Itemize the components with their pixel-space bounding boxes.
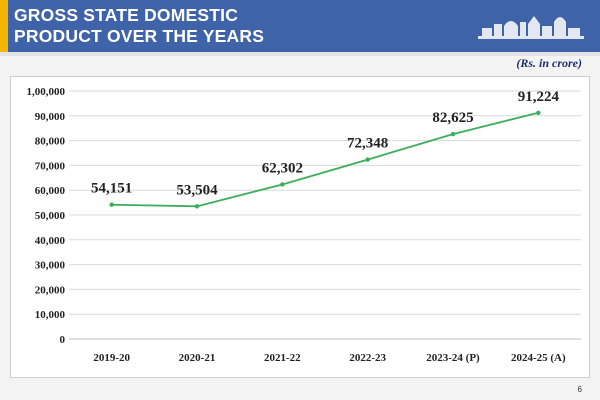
- data-label: 53,504: [176, 182, 218, 198]
- data-point: [109, 202, 114, 207]
- y-tick-label: 60,000: [35, 185, 66, 197]
- x-tick-label: 2022-23: [349, 352, 386, 364]
- x-tick-label: 2020-21: [179, 352, 216, 364]
- data-point: [450, 131, 456, 137]
- x-tick-label: 2023-24 (P): [426, 352, 480, 364]
- data-label: 62,302: [262, 160, 303, 176]
- data-point: [280, 182, 285, 187]
- data-point: [365, 157, 370, 162]
- slide-title-line-2: PRODUCT OVER THE YEARS: [14, 26, 265, 46]
- slide-header: GROSS STATE DOMESTIC PRODUCT OVER THE YE…: [0, 0, 600, 52]
- y-tick-label: 50,000: [35, 210, 66, 222]
- chart-frame: 0 10,000 20,000 30,000 40,000 50,000 60,000 70,…: [10, 76, 590, 378]
- data-label: 72,348: [347, 136, 388, 152]
- gsdp-line-chart: 0 10,000 20,000 30,000 40,000 50,000 60,000 70,…: [27, 86, 581, 364]
- y-tick-label: 20,000: [35, 284, 66, 296]
- unit-note: (Rs. in crore): [516, 56, 582, 70]
- slide-title-line-1: GROSS STATE DOMESTIC: [14, 5, 239, 25]
- y-tick-label: 1,00,000: [27, 86, 66, 98]
- y-tick-label: 0: [60, 334, 66, 346]
- data-label: 91,224: [518, 89, 560, 105]
- y-tick-label: 30,000: [35, 260, 66, 272]
- slide-title: GROSS STATE DOMESTIC PRODUCT OVER THE YE…: [14, 5, 264, 47]
- x-tick-label: 2024-25 (A): [511, 352, 566, 364]
- y-tick-label: 10,000: [35, 309, 66, 321]
- government-building-icon: [478, 16, 584, 39]
- header-accent-bar: [0, 0, 8, 52]
- page-number: 6: [577, 385, 582, 394]
- x-tick-label: 2021-22: [264, 352, 301, 364]
- data-point: [194, 204, 200, 209]
- x-tick-label: 2019-20: [93, 352, 130, 364]
- data-label: 82,625: [432, 110, 473, 126]
- header-subbar: [0, 52, 600, 56]
- y-tick-label: 80,000: [35, 136, 66, 148]
- series-line: [111, 111, 539, 208]
- data-point: [536, 110, 541, 115]
- y-tick-label: 90,000: [35, 111, 66, 123]
- y-tick-label: 70,000: [35, 160, 66, 172]
- data-label: 54,151: [91, 181, 132, 197]
- y-tick-label: 40,000: [35, 235, 66, 247]
